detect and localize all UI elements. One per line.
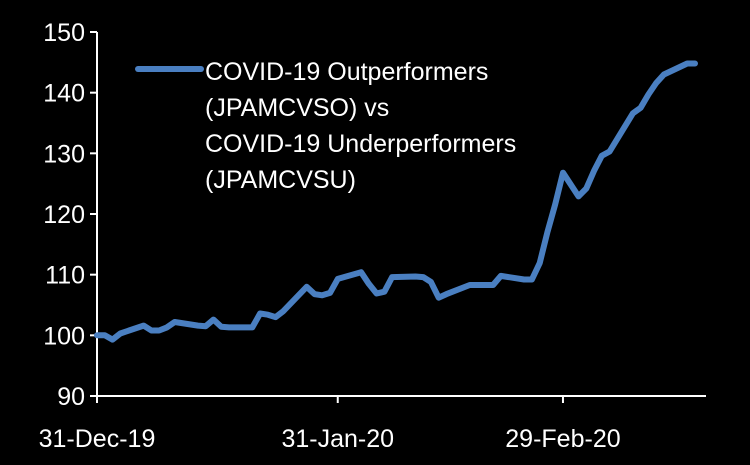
data-point	[584, 186, 589, 191]
y-tick-label: 130	[43, 140, 85, 168]
x-tick-label: 31-Dec-19	[39, 425, 156, 453]
legend-line-1: COVID-19 Outperformers	[205, 58, 488, 86]
y-tick-label: 120	[43, 201, 85, 229]
data-point	[250, 325, 255, 330]
data-point	[281, 309, 286, 314]
data-point	[607, 149, 612, 154]
data-point	[413, 274, 418, 279]
data-point	[227, 325, 232, 330]
data-point	[196, 323, 201, 328]
data-point	[164, 325, 169, 330]
data-point	[359, 270, 364, 275]
data-point	[646, 92, 651, 97]
data-point	[483, 283, 488, 288]
data-point	[537, 261, 542, 266]
data-point	[374, 291, 379, 296]
x-tick-label: 29-Feb-20	[505, 425, 620, 453]
data-point	[421, 275, 426, 280]
data-point	[390, 275, 395, 280]
y-tick-label: 140	[43, 80, 85, 108]
data-point	[592, 168, 597, 173]
x-tick-label: 31-Jan-20	[281, 425, 394, 453]
legend: COVID-19 Outperformers (JPAMCVSO) vs COV…	[135, 58, 516, 194]
data-point	[444, 292, 449, 297]
data-point	[118, 331, 123, 336]
data-point	[630, 111, 635, 116]
y-tick-label: 100	[43, 322, 85, 350]
y-tick-label: 90	[57, 383, 85, 411]
data-point	[102, 333, 107, 338]
data-point	[428, 279, 433, 284]
data-point	[258, 311, 263, 316]
legend-line-3: COVID-19 Underperformers	[205, 130, 516, 158]
legend-line-2: (JPAMCVSO) vs	[205, 94, 389, 122]
data-point	[529, 277, 534, 282]
data-point	[320, 293, 325, 298]
data-point	[498, 273, 503, 278]
data-point	[312, 292, 317, 297]
data-point	[661, 72, 666, 77]
data-point	[304, 284, 309, 289]
y-tick-label: 150	[43, 19, 85, 47]
data-point	[491, 283, 496, 288]
data-point	[638, 105, 643, 110]
data-point	[273, 315, 278, 320]
data-point	[522, 277, 527, 282]
data-point	[366, 281, 371, 286]
x-axis-ticks: 31-Dec-19 31-Jan-20 29-Feb-20	[39, 396, 621, 453]
data-point	[172, 320, 177, 325]
data-point	[436, 295, 441, 300]
data-point	[110, 337, 115, 342]
data-point	[599, 153, 604, 158]
data-point	[335, 276, 340, 281]
data-point	[203, 324, 208, 329]
data-point	[219, 324, 224, 329]
data-point	[211, 317, 216, 322]
y-tick-label: 110	[45, 262, 85, 290]
data-point	[553, 202, 558, 207]
data-point	[561, 170, 566, 175]
data-point	[265, 312, 270, 317]
series-line-jpamcvso-vs-jpamcvsu	[94, 60, 698, 343]
data-point	[475, 283, 480, 288]
y-axis-ticks: 90 100 110 120 130 140 150	[43, 19, 97, 411]
data-point	[157, 328, 162, 333]
data-point	[545, 230, 550, 235]
data-point	[95, 333, 100, 338]
data-point	[328, 290, 333, 295]
data-point	[576, 194, 581, 199]
legend-line-4: (JPAMCVSU)	[205, 166, 356, 194]
data-point	[685, 61, 690, 66]
data-point	[467, 283, 472, 288]
data-point	[382, 289, 387, 294]
data-point	[654, 81, 659, 86]
data-point	[149, 328, 154, 333]
data-point	[141, 323, 146, 328]
data-point	[693, 61, 698, 66]
